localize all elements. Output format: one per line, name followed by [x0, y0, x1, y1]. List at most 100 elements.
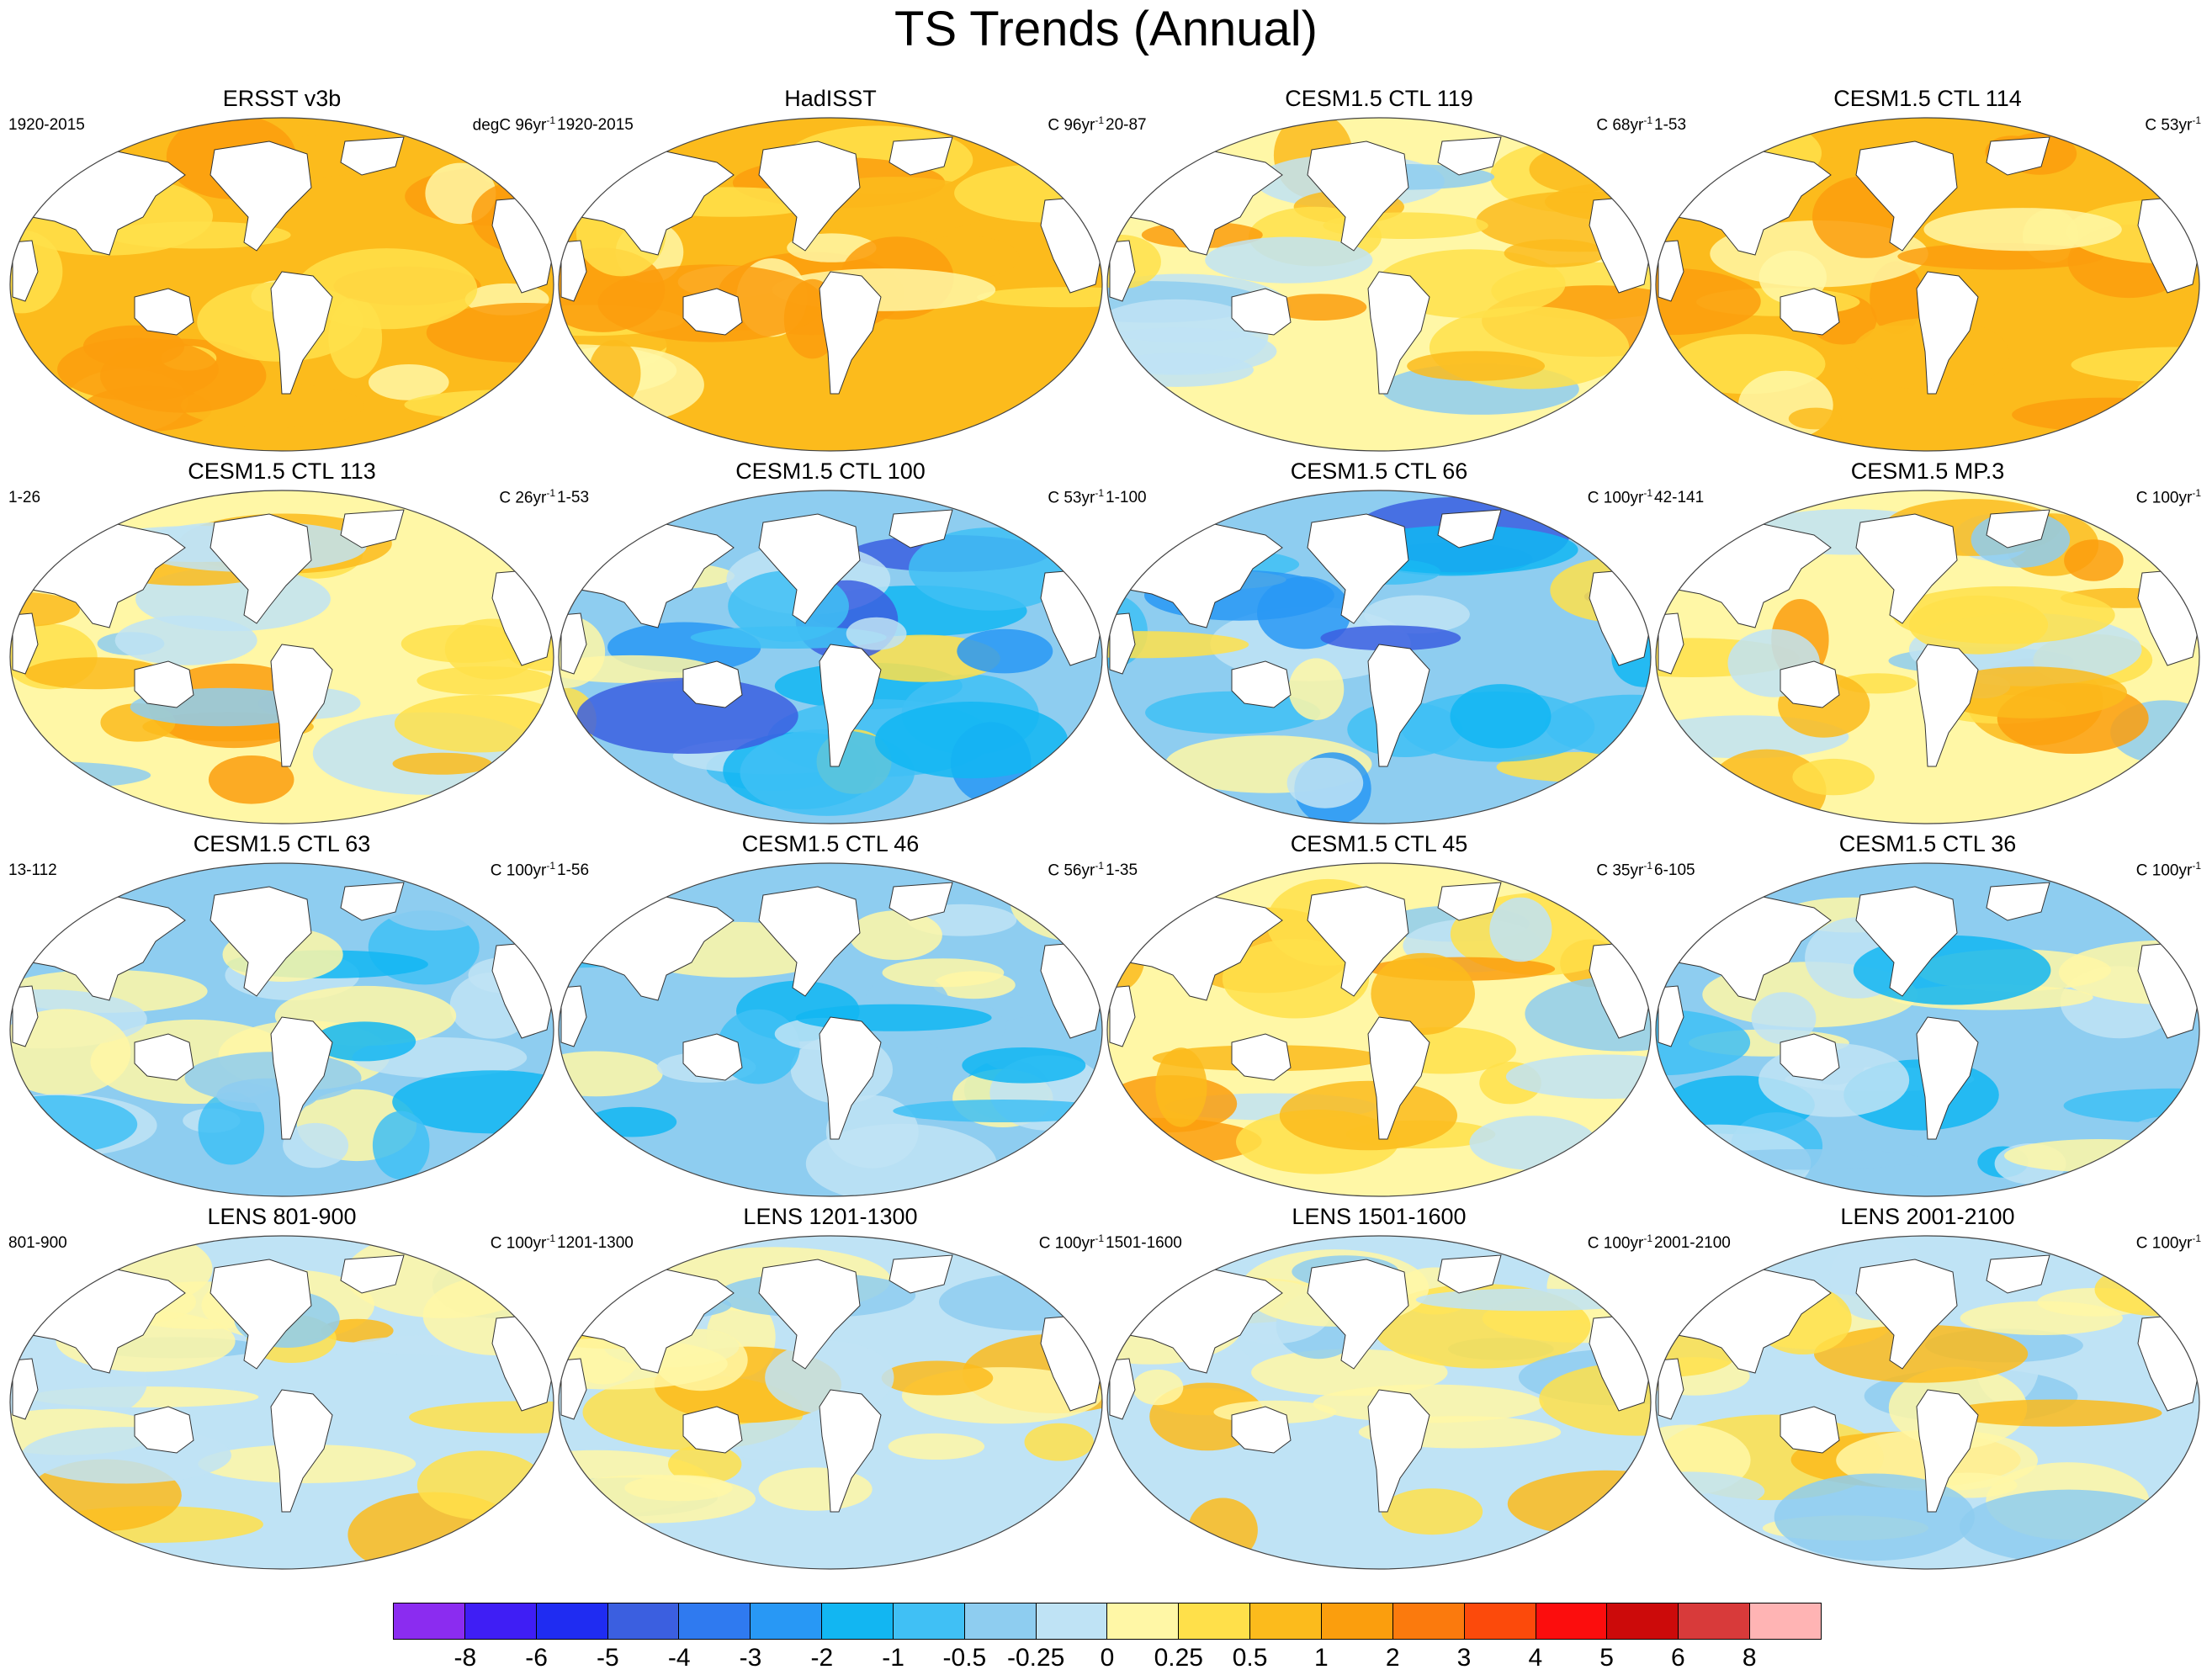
map-panel: CESM1.5 CTL 63 13-112 C 100yr-1 [8, 830, 555, 1204]
trend-anomaly-patch [1960, 1301, 2123, 1335]
panel-title: LENS 1201-1300 [743, 1204, 918, 1229]
trend-anomaly-patch [882, 958, 1005, 988]
panel-title: CESM1.5 CTL 66 [1290, 459, 1468, 484]
continent [1307, 1259, 1409, 1370]
colorbar-box [607, 1603, 680, 1639]
continent [758, 1259, 861, 1370]
panel-units-text: C 35yr [1596, 861, 1644, 880]
trend-anomaly-patch [2111, 1140, 2199, 1181]
trend-anomaly-patch [114, 615, 257, 665]
continent [758, 886, 861, 997]
colorbar-box [536, 1603, 608, 1639]
panel-units-exponent: -1 [1643, 114, 1652, 126]
map-outline [558, 490, 1103, 824]
panel-period: 1-100 [1106, 489, 1147, 506]
trend-anomaly-patch [1024, 1423, 1094, 1461]
colorbar-box [394, 1603, 465, 1639]
panel-units-text: C 100yr [1587, 489, 1644, 507]
continent [134, 1033, 194, 1081]
colorbar-label: 0.5 [1232, 1644, 1268, 1672]
trend-anomaly-patch [1205, 236, 1373, 284]
continent [560, 240, 587, 302]
panel-units: C 100yr-1 [2136, 484, 2201, 507]
trend-anomaly-patch [1132, 1369, 1184, 1406]
trend-anomaly-patch [1187, 1497, 1258, 1563]
trend-anomaly-patch [1959, 1489, 2178, 1564]
trend-anomaly-patch [690, 626, 887, 649]
continent [1437, 136, 1502, 176]
continent [1437, 882, 1502, 921]
trend-map [9, 1235, 554, 1570]
continent [682, 660, 743, 708]
continent [270, 644, 333, 767]
map-outline [558, 117, 1103, 452]
trend-anomaly-patch [2119, 129, 2199, 172]
trend-map [1655, 490, 2200, 824]
panel-units-exponent: -1 [1643, 860, 1652, 872]
map-outline [1655, 117, 2200, 452]
continent [210, 140, 312, 252]
continent [1109, 612, 1136, 675]
continent [340, 1254, 405, 1294]
continent [270, 1016, 333, 1140]
panel-period: 42-141 [1654, 489, 1705, 506]
panel-period: 1-56 [557, 861, 590, 879]
map-panel: ERSST v3b 1920-2015 degC 96yr-1 [8, 84, 555, 459]
colorbar-box [1250, 1603, 1322, 1639]
map-panel: CESM1.5 CTL 113 1-26 C 26yr-1 [8, 457, 555, 831]
trend-map [558, 1235, 1103, 1570]
panel-period: 1-53 [557, 489, 590, 506]
colorbar-box [822, 1603, 894, 1639]
map-outline [1106, 862, 1652, 1197]
continent [12, 612, 39, 675]
trend-anomaly-patch [283, 1122, 349, 1169]
colorbar-label: 4 [1528, 1644, 1543, 1672]
map-outline [9, 1235, 554, 1570]
trend-anomaly-patch [2004, 1139, 2193, 1173]
trend-map [1655, 1235, 2200, 1570]
trend-anomaly-patch [486, 388, 554, 424]
trend-anomaly-patch [1529, 146, 1627, 193]
trend-anomaly-patch [1107, 631, 1249, 659]
trend-map [558, 862, 1103, 1197]
continent [134, 288, 194, 336]
map-panel: CESM1.5 CTL 114 1-53 C 53yr-1 [1654, 84, 2201, 459]
panel-period: 1501-1600 [1106, 1234, 1182, 1252]
continent [1437, 1254, 1502, 1294]
continent [1780, 288, 1840, 336]
panel-units-text: C 100yr [1038, 1234, 1095, 1253]
continent [1986, 509, 2050, 549]
panel-title: CESM1.5 CTL 100 [735, 459, 926, 484]
continent [1780, 1033, 1840, 1081]
panel-units: degC 96yr-1 [473, 111, 555, 135]
trend-anomaly-patch [909, 527, 1074, 611]
colorbar-label: -3 [739, 1644, 762, 1672]
trend-anomaly-patch [1656, 395, 1739, 432]
trend-anomaly-patch [392, 752, 492, 775]
panel-units: C 100yr-1 [2136, 856, 2201, 880]
colorbar-label: 8 [1742, 1644, 1757, 1672]
trend-anomaly-patch [1320, 625, 1461, 651]
trend-anomaly-patch [559, 1474, 756, 1524]
continent [889, 136, 953, 176]
map-panel: LENS 1201-1300 1201-1300 C 100yr-1 [557, 1202, 1104, 1577]
panel-units-text: C 26yr [499, 489, 547, 507]
panel-units-exponent: -1 [2192, 114, 2201, 126]
continent [758, 513, 861, 624]
trend-anomaly-patch [1814, 1324, 2029, 1383]
panel-period: 13-112 [8, 861, 57, 879]
trend-anomaly-patch [881, 1360, 994, 1396]
trend-anomaly-patch [654, 1328, 748, 1391]
continent [1916, 1016, 1979, 1140]
trend-map [1655, 862, 2200, 1197]
panel-period: 1-53 [1654, 116, 1687, 134]
panel-title: CESM1.5 CTL 119 [1285, 86, 1473, 111]
panel-units: C 35yr-1 [1596, 856, 1652, 880]
colorbar-label: -5 [597, 1644, 619, 1672]
continent [682, 1406, 743, 1454]
colorbar-label: 2 [1385, 1644, 1400, 1672]
panel-units-text: C 100yr [490, 1234, 547, 1253]
continent [270, 1389, 333, 1513]
map-panel: CESM1.5 CTL 46 1-56 C 56yr-1 [557, 830, 1104, 1204]
trend-map [9, 117, 554, 452]
